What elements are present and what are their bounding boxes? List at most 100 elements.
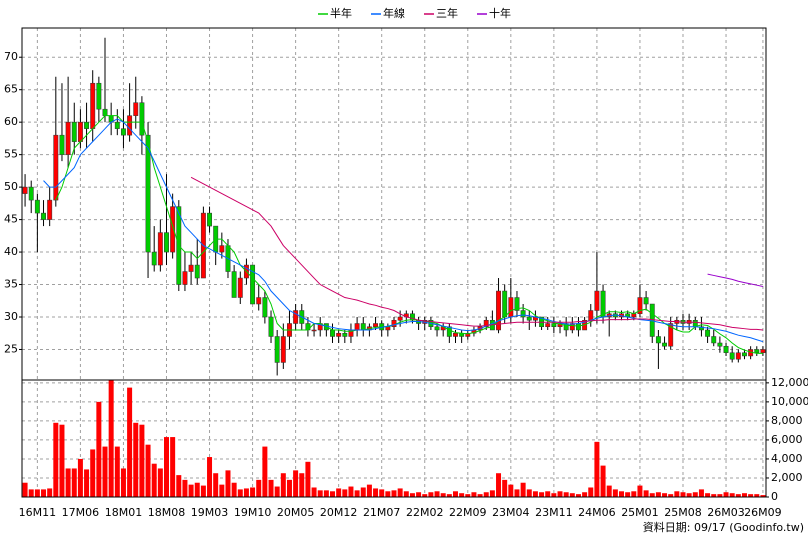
- volume-bar: [735, 494, 741, 497]
- candle-body: [330, 329, 335, 337]
- volume-bar: [274, 486, 280, 497]
- volume-bar: [120, 468, 126, 497]
- volume-bar: [41, 489, 47, 497]
- candle-body: [668, 323, 674, 347]
- y2-tick-label: 10,000: [771, 395, 808, 408]
- volume-bar: [397, 488, 403, 497]
- volume-bar: [22, 482, 28, 497]
- volume-bar: [434, 491, 440, 497]
- candle-body: [545, 323, 551, 327]
- candle-body: [354, 323, 360, 331]
- candle-body: [250, 264, 256, 305]
- volume-bar: [96, 401, 102, 497]
- candle-body: [280, 336, 286, 363]
- volume-bar: [502, 479, 508, 497]
- volume-bar: [409, 493, 415, 497]
- candle-body: [465, 332, 471, 337]
- volume-bar: [311, 487, 317, 497]
- volume-bar: [551, 493, 557, 497]
- volume-bar: [77, 458, 83, 497]
- candle-body: [563, 323, 569, 331]
- volume-bar: [256, 479, 262, 497]
- candle-body: [59, 134, 65, 155]
- x-tick-label: 23M11: [535, 506, 573, 519]
- candle-body: [262, 297, 268, 318]
- x-tick-label: 25M08: [664, 506, 702, 519]
- candle-body: [164, 232, 169, 253]
- candle-body: [502, 290, 508, 318]
- y2-tick-label: 2,000: [771, 471, 803, 484]
- candle-body: [594, 290, 600, 311]
- candle-body: [551, 323, 557, 327]
- volume-bar: [360, 487, 366, 497]
- volume-bar: [575, 494, 581, 497]
- volume-bar: [84, 469, 90, 497]
- volume-bar: [133, 422, 139, 497]
- candle-body: [397, 316, 403, 321]
- volume-bar: [741, 493, 747, 497]
- volume-bar: [588, 487, 594, 497]
- volume-bar: [385, 491, 391, 497]
- candle-body: [84, 121, 90, 129]
- volume-bar: [323, 490, 329, 497]
- candle-body: [207, 212, 212, 227]
- footer: 資料日期: 09/17 (Goodinfo.tw): [643, 520, 804, 534]
- legend-label: 三年: [436, 6, 458, 20]
- volume-bar: [477, 494, 483, 497]
- x-tick-label: 25M01: [621, 506, 659, 519]
- volume-bar: [459, 493, 465, 497]
- x-tick-label: 17M06: [62, 506, 100, 519]
- candle-body: [71, 121, 77, 142]
- volume-bar: [139, 424, 145, 497]
- y-tick-label: 65: [4, 83, 18, 96]
- candle-body: [41, 212, 46, 220]
- candle-body: [496, 290, 501, 331]
- volume-bar: [157, 468, 163, 497]
- x-tick-label: 19M03: [191, 506, 229, 519]
- candle-body: [28, 186, 34, 201]
- candle-body: [145, 134, 151, 253]
- volume-bar: [711, 494, 717, 497]
- y-tick-label: 25: [4, 342, 18, 355]
- volume-bar: [348, 486, 354, 497]
- candle-body: [446, 326, 452, 337]
- candle-body: [96, 82, 102, 110]
- candle-body: [90, 82, 96, 129]
- volume-bar: [625, 492, 631, 497]
- candle-body: [268, 316, 274, 337]
- candle-body: [188, 264, 194, 272]
- candle-body: [409, 313, 415, 321]
- volume-bar: [496, 473, 502, 497]
- volume-bar: [582, 492, 588, 497]
- volume-bar: [748, 494, 754, 497]
- legend-label: 十年: [489, 6, 511, 20]
- volume-bar: [379, 489, 385, 497]
- volume-bar: [28, 489, 34, 497]
- volume-bar: [619, 491, 625, 497]
- candle-body: [723, 345, 729, 353]
- candle-body: [735, 352, 741, 360]
- candle-body: [569, 323, 575, 331]
- volume-bar: [668, 494, 674, 497]
- y-tick-label: 35: [4, 278, 18, 291]
- volume-bar: [643, 490, 649, 497]
- candle-body: [643, 297, 649, 305]
- volume-bar: [569, 493, 575, 497]
- x-tick-label: 23M04: [492, 506, 530, 519]
- candle-body: [662, 342, 667, 347]
- volume-bar: [446, 494, 452, 497]
- candle-body: [311, 329, 317, 332]
- x-tick-label: 18M01: [105, 506, 143, 519]
- legend-label: 年線: [383, 6, 405, 20]
- volume-bar: [532, 491, 538, 497]
- volume-bar: [286, 479, 292, 497]
- volume-bar: [680, 492, 686, 497]
- y2-tick-label: 12,000: [771, 376, 808, 389]
- candle-body: [102, 108, 108, 116]
- candle-body: [698, 326, 704, 331]
- volume-bar: [114, 446, 120, 497]
- legend-label: 半年: [330, 6, 352, 20]
- volume-bar: [526, 489, 532, 497]
- candle-body: [717, 342, 723, 347]
